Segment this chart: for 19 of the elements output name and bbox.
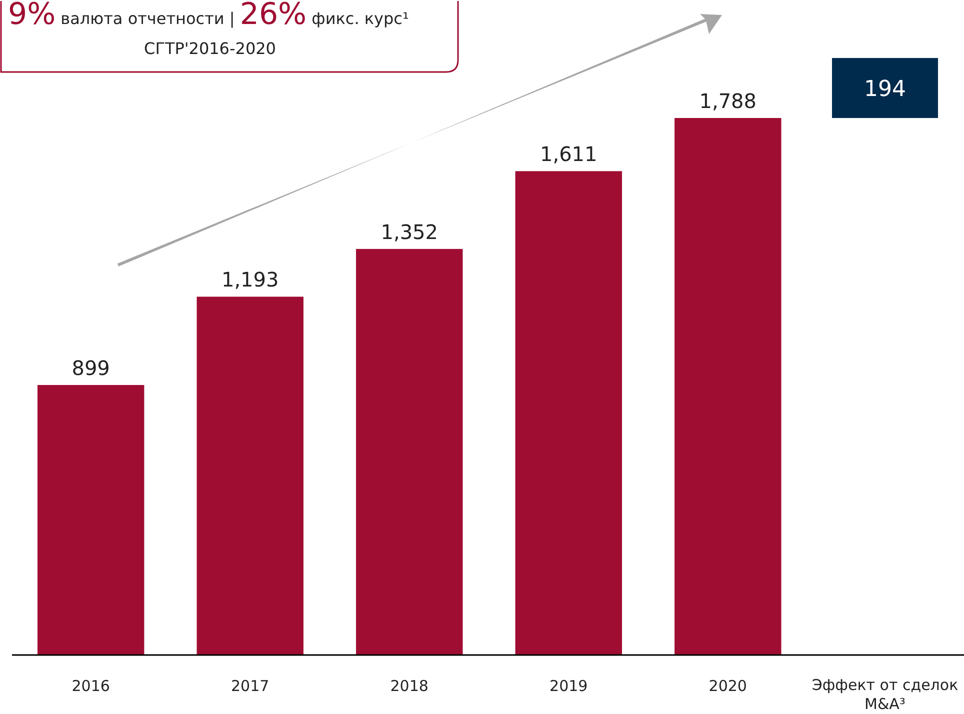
x-tick-label: 2019 bbox=[550, 677, 588, 695]
text: 194 bbox=[864, 77, 906, 102]
bar bbox=[356, 248, 463, 655]
chart-title: 9% валюта отчетности | 26% фикс. курс¹ bbox=[8, 0, 409, 32]
x-tick-label: 2016 bbox=[72, 677, 110, 695]
data-label: 1,611 bbox=[540, 142, 598, 166]
data-label: 1,788 bbox=[699, 89, 757, 113]
x-tick-label: Эффект от сделок M&A³ bbox=[812, 676, 958, 713]
chart-subtitle: CГТР'2016-2020 bbox=[144, 39, 276, 58]
x-tick-label: 2020 bbox=[708, 677, 747, 695]
data-label: 899 bbox=[72, 356, 110, 380]
bar bbox=[196, 296, 304, 655]
x-tick-label: 2018 bbox=[390, 677, 428, 695]
bar bbox=[37, 385, 144, 655]
data-label: 1,193 bbox=[221, 268, 279, 292]
bar bbox=[515, 171, 622, 655]
data-label: 1,352 bbox=[380, 220, 438, 244]
x-tick-label: 2017 bbox=[231, 677, 270, 695]
bar bbox=[674, 118, 782, 655]
